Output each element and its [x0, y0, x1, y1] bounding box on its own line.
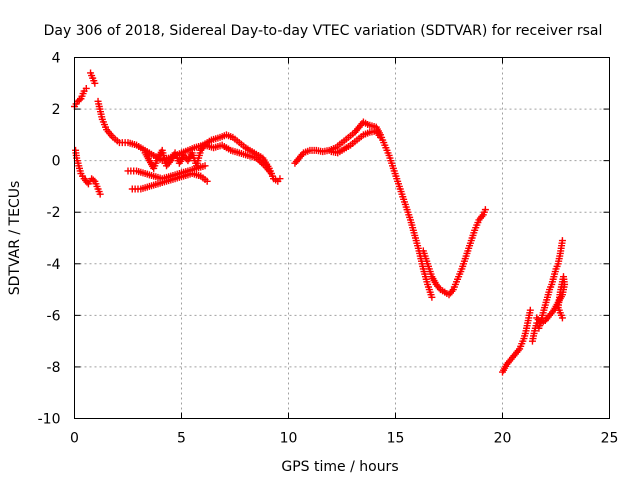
y-tick-label: -10	[38, 412, 61, 428]
data-point	[428, 293, 436, 301]
chart-title: Day 306 of 2018, Sidereal Day-to-day VTE…	[44, 23, 603, 39]
data-series	[71, 84, 90, 110]
data-series	[499, 306, 534, 376]
data-series	[327, 127, 385, 157]
y-tick-label: 0	[52, 154, 61, 170]
y-tick-label: -4	[47, 257, 61, 273]
data-point	[267, 170, 275, 178]
data-point	[558, 237, 566, 245]
x-tick-label: 5	[177, 431, 186, 447]
y-tick-label: 4	[52, 51, 61, 67]
data-point	[526, 306, 534, 314]
grid	[74, 57, 610, 419]
data-point	[96, 190, 104, 198]
data-point	[91, 79, 99, 87]
y-tick-label: 2	[52, 102, 61, 118]
x-tick-label: 15	[387, 431, 405, 447]
data-point	[201, 162, 209, 170]
data-series	[291, 118, 436, 301]
y-tick-label: -6	[47, 308, 61, 324]
data-point	[82, 84, 90, 92]
data-point	[276, 175, 284, 183]
plot-frame	[74, 57, 610, 419]
data-series	[533, 273, 569, 327]
x-axis-label: GPS time / hours	[281, 459, 398, 475]
y-axis-label: SDTVAR / TECUs	[7, 181, 23, 296]
data-point	[89, 176, 97, 184]
data-point	[203, 177, 211, 185]
x-tick-label: 10	[280, 431, 298, 447]
x-tick-label: 25	[601, 431, 619, 447]
y-tick-label: -8	[47, 360, 61, 376]
axis-ticks: 0 5 10 15 20 25 -10 -8 -6 -4 -2 0 2 4	[38, 51, 619, 447]
y-tick-label: -2	[47, 205, 61, 221]
data-series	[128, 170, 211, 193]
data-series	[72, 146, 104, 198]
data-series	[87, 69, 99, 87]
data-point	[75, 96, 83, 104]
data-point	[558, 314, 566, 322]
data-series	[419, 206, 489, 299]
x-tick-label: 20	[494, 431, 512, 447]
data-series	[141, 141, 275, 178]
data-point	[481, 206, 489, 214]
data-points	[71, 69, 569, 376]
data-point	[377, 133, 385, 141]
x-tick-label: 0	[70, 431, 79, 447]
